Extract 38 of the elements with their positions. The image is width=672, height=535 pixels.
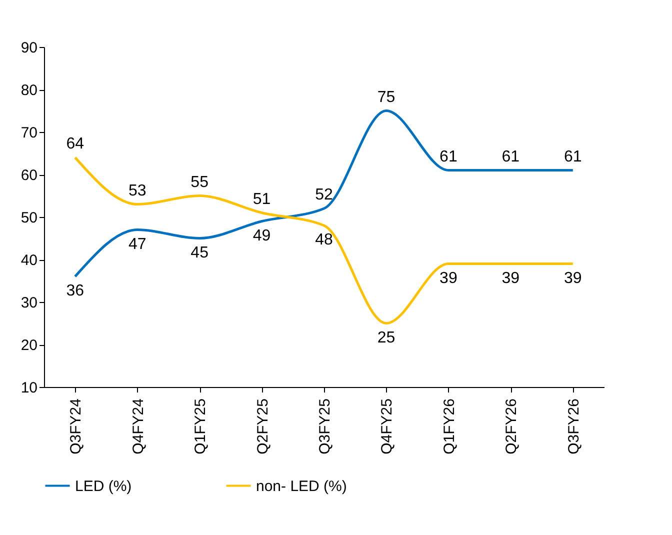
data-label: 48 xyxy=(315,232,333,248)
legend-label: LED (%) xyxy=(75,478,132,495)
data-label: 75 xyxy=(377,88,396,106)
data-label: 52 xyxy=(315,186,333,204)
x-tick-label: Q3FY24 xyxy=(68,398,85,454)
y-tick-label: 40 xyxy=(20,252,38,269)
y-tick-label: 70 xyxy=(20,124,38,142)
data-label: 55 xyxy=(190,174,209,191)
x-tick-label: Q2FY26 xyxy=(503,398,520,454)
x-tick-label: Q4FY25 xyxy=(378,398,396,454)
x-tick-label: Q4FY24 xyxy=(130,398,147,454)
x-tick-label: Q2FY25 xyxy=(254,398,272,454)
data-label: 61 xyxy=(564,148,582,166)
data-label: 49 xyxy=(252,227,271,244)
data-label: 61 xyxy=(440,148,458,166)
y-tick-label: 20 xyxy=(20,337,38,354)
data-label: 36 xyxy=(66,282,84,300)
x-tick-label: Q1FY25 xyxy=(192,398,210,454)
data-label: 53 xyxy=(128,182,146,200)
x-tick-label: Q3FY25 xyxy=(316,398,334,454)
data-label: 39 xyxy=(502,270,520,287)
y-tick-label: 30 xyxy=(20,294,38,312)
data-label: 61 xyxy=(502,148,520,166)
y-tick-label: 50 xyxy=(20,210,38,226)
data-label: 47 xyxy=(128,236,146,253)
data-label: 25 xyxy=(377,329,396,346)
legend-label: non- LED (%) xyxy=(256,478,347,495)
data-label: 39 xyxy=(440,270,458,287)
y-tick-label: 90 xyxy=(20,40,38,56)
x-tick-label: Q3FY26 xyxy=(565,398,582,454)
x-tick-label: Q1FY26 xyxy=(440,398,458,454)
data-label: 45 xyxy=(190,244,209,262)
y-tick-label: 10 xyxy=(20,380,38,396)
data-label: 51 xyxy=(252,190,271,208)
y-tick-label: 80 xyxy=(20,82,38,99)
data-label: 64 xyxy=(66,136,84,152)
data-label: 39 xyxy=(564,270,582,287)
y-tick-label: 60 xyxy=(20,167,38,184)
